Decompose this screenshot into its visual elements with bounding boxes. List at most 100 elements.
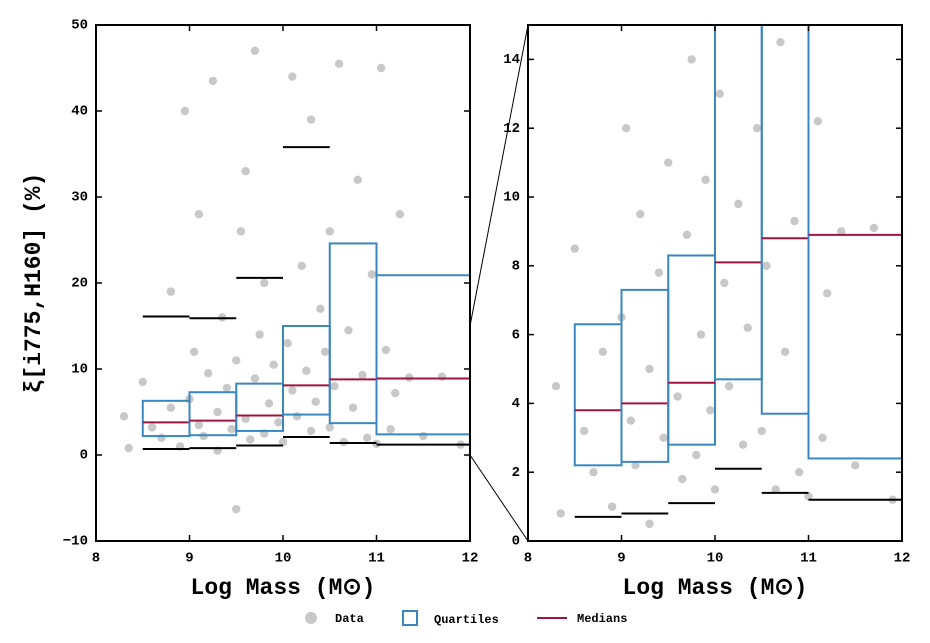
data-point (232, 356, 241, 365)
x-tick-label: 11 (800, 551, 817, 567)
data-point (419, 431, 428, 441)
data-point (222, 383, 232, 393)
data-point (645, 364, 654, 374)
data-point (395, 210, 405, 219)
data-point (386, 425, 395, 434)
y-tick-label: 40 (71, 104, 88, 120)
legend-label: Quartiles (434, 613, 499, 627)
data-point (589, 468, 598, 477)
data-point (250, 46, 260, 55)
x-tick-label: 8 (92, 551, 100, 567)
quartile-box (807, 25, 902, 460)
y-tick-label: 0 (80, 448, 88, 464)
data-point (358, 370, 367, 380)
data-point (348, 403, 358, 412)
plot-area (551, 25, 902, 528)
data-point (362, 433, 372, 442)
data-point (367, 270, 377, 279)
y-tick-label: 8 (512, 259, 520, 275)
data-point (344, 326, 353, 335)
plot-frame (95, 24, 471, 542)
x-tick-label: 12 (894, 551, 911, 567)
data-point (232, 504, 241, 514)
data-point (701, 175, 710, 184)
data-point (664, 158, 673, 167)
y-tick-label: 12 (503, 121, 520, 137)
data-point (645, 519, 654, 528)
data-point (780, 347, 790, 356)
data-point (692, 450, 701, 460)
data-point (790, 216, 799, 226)
legend-label: Data (335, 612, 364, 626)
data-point (696, 330, 706, 339)
data-point (631, 461, 640, 470)
plot-area (119, 46, 470, 514)
data-point (157, 433, 166, 442)
data-point (794, 468, 804, 477)
x-axis-label: Log Mass (M⊙) (623, 575, 808, 601)
x-tick-label: 10 (275, 551, 292, 567)
data-point (734, 199, 743, 209)
data-point (607, 502, 617, 511)
data-point (776, 38, 785, 47)
y-tick-label: −10 (63, 534, 88, 550)
data-point (208, 76, 218, 86)
data-point (330, 382, 339, 391)
quartile-box (667, 254, 716, 446)
data-point (166, 403, 175, 412)
data-point (194, 420, 204, 430)
data-point (278, 437, 288, 447)
y-tick-label: 6 (512, 327, 520, 343)
data-point (204, 369, 213, 378)
data-point (274, 418, 283, 427)
data-point (124, 443, 133, 453)
data-point (353, 175, 362, 184)
data-point (851, 461, 860, 470)
data-point (311, 397, 320, 406)
data-point (391, 388, 400, 398)
data-point (306, 426, 316, 436)
x-tick-label: 8 (524, 551, 532, 567)
data-point (551, 382, 561, 391)
data-point (376, 63, 386, 73)
data-point (715, 89, 724, 99)
data-point (738, 440, 748, 449)
data-point (570, 244, 579, 253)
data-point (302, 366, 311, 375)
data-point (306, 115, 316, 124)
data-point (823, 289, 832, 298)
zoom-connector (469, 24, 529, 327)
data-point (621, 124, 631, 133)
quartile-box (375, 274, 470, 436)
y-tick-label: 20 (71, 276, 88, 292)
data-point (813, 117, 823, 126)
data-point (119, 412, 129, 421)
data-point (682, 230, 692, 240)
data-point (687, 55, 696, 64)
data-point (804, 492, 813, 501)
data-point (246, 435, 255, 444)
x-tick-label: 12 (462, 551, 479, 567)
quartile-box (328, 242, 378, 425)
data-point (706, 406, 715, 415)
data-point (771, 485, 780, 494)
y-tick-label: 14 (503, 52, 520, 68)
data-point (818, 433, 827, 442)
data-point (837, 227, 846, 236)
data-point (227, 425, 236, 434)
data-point (556, 509, 565, 518)
data-point (659, 433, 668, 442)
data-point (869, 223, 879, 233)
data-point (213, 407, 222, 417)
data-point (762, 261, 771, 270)
data-point (292, 412, 302, 421)
data-point (325, 227, 334, 236)
y-tick-label: 2 (512, 465, 520, 481)
y-tick-label: 30 (71, 190, 88, 206)
data-point (236, 227, 246, 236)
y-tick-label: 10 (71, 362, 88, 378)
legend-label: Medians (577, 612, 627, 626)
data-point (180, 106, 190, 116)
data-point (250, 374, 260, 383)
